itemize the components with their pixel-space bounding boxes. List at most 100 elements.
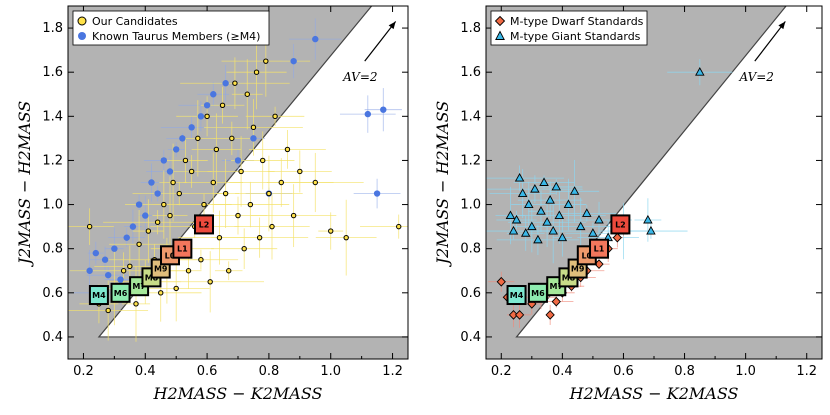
candidate-point (328, 228, 334, 234)
candidate-point (167, 212, 173, 219)
spectral-type-marker (88, 285, 109, 306)
candidate-point (213, 146, 220, 153)
known-member-point (380, 106, 387, 113)
known-member-point (290, 57, 297, 65)
spectral-type-marker (610, 214, 631, 235)
y-tick-label: 0.4 (460, 330, 481, 345)
known-member-point (364, 110, 372, 118)
giant-standard-point (523, 199, 534, 209)
legend-giant-marker (495, 30, 505, 40)
x-tick-label: 1.2 (796, 364, 817, 379)
known-member-point (172, 146, 180, 153)
plot-area: M4M6M7M8M9L0L1L2 (68, 6, 408, 359)
candidate-point (343, 234, 349, 241)
legend-label: M-type Dwarf Standards (510, 15, 644, 28)
reddening-arrowhead (778, 21, 786, 30)
legend-box (490, 10, 648, 46)
selection-boundary (515, 6, 822, 338)
plot-area: M4M6M7M8M9L0L1L2 (486, 6, 822, 359)
known-member-point (142, 212, 149, 219)
candidate-point (161, 201, 167, 208)
candidate-point (127, 263, 133, 270)
y-tick-label: 1.6 (460, 65, 481, 80)
candidate-point (272, 113, 278, 120)
legend: M-type Dwarf Standards M-type Giant Stand… (490, 10, 648, 46)
candidate-point (105, 307, 111, 314)
known-member-point (373, 190, 381, 197)
known-member-point (135, 201, 143, 208)
dwarf-standard-point (514, 310, 525, 320)
av-annotation: AV=2 (739, 70, 774, 84)
giant-standard-point (505, 210, 516, 220)
giant-standard-point (554, 210, 565, 220)
candidate-point (133, 301, 139, 307)
giant-standard-point (563, 199, 574, 209)
dwarf-standard-point (612, 232, 622, 243)
y-tick-label: 1.8 (460, 21, 481, 36)
reddening-vector (364, 21, 397, 62)
candidate-point (207, 279, 213, 285)
known-member-point (188, 124, 195, 131)
x-tick-label: 1.0 (320, 364, 341, 379)
spectral-type-marker (194, 214, 214, 235)
spectral-type-label: L2 (199, 220, 210, 229)
legend-dwarf-marker (494, 15, 506, 27)
legend-label: Known Taurus Members (≥M4) (92, 30, 260, 43)
candidate-point (244, 91, 250, 97)
known-member-point (154, 190, 161, 197)
dwarf-standard-point (496, 276, 506, 287)
spectral-type-label: L1 (177, 245, 188, 254)
candidate-point (232, 80, 238, 86)
giant-standard-point (575, 221, 586, 231)
y-axis-label: J2MASS − H2MASS (433, 101, 452, 268)
known-member-point (148, 179, 155, 186)
spectral-type-marker (172, 238, 193, 259)
candidate-point (284, 146, 291, 153)
candidate-point (278, 179, 284, 186)
dwarf-standard-point (508, 310, 519, 320)
giant-standard-point (533, 234, 543, 244)
x-tick-label: 0.2 (491, 364, 512, 379)
legend-box (72, 10, 270, 46)
candidate-point (136, 241, 142, 247)
known-member-point (111, 245, 118, 252)
known-member-point (117, 276, 124, 283)
y-tick-label: 1.0 (460, 198, 481, 213)
candidate-point (145, 228, 152, 234)
spectral-type-label: M9 (571, 265, 585, 274)
candidate-point (269, 223, 275, 230)
x-tick-label: 0.4 (552, 364, 573, 379)
x-tick-label: 0.8 (674, 364, 695, 379)
x-tick-label: 1.2 (382, 364, 403, 379)
dwarf-standard-point (551, 296, 561, 307)
x-axis-label: H2MASS − K2MASS (569, 384, 739, 403)
giant-standard-point (594, 214, 604, 224)
candidate-point (226, 268, 232, 274)
reddening-vector (754, 21, 786, 62)
y-tick-label: 0.4 (42, 330, 63, 345)
spectral-type-label: M6 (114, 289, 128, 298)
candidate-point (260, 157, 266, 164)
y-tick-label: 0.8 (42, 242, 63, 257)
known-member-point (197, 113, 205, 120)
candidate-point (235, 212, 241, 219)
y-tick-label: 1.4 (460, 109, 481, 124)
spectral-type-label: M9 (154, 265, 168, 274)
giant-standard-point (508, 225, 519, 235)
candidate-point (176, 190, 182, 197)
legend-member-marker (78, 32, 86, 40)
spectral-type-label: L2 (615, 220, 626, 229)
candidate-point (185, 268, 192, 274)
reddening-arrowhead (388, 21, 396, 30)
candidate-point (396, 223, 402, 230)
known-member-point (92, 249, 100, 257)
y-tick-label: 1.2 (42, 153, 63, 168)
giant-standard-point (643, 214, 653, 224)
x-axis-label: H2MASS − K2MASS (153, 384, 323, 403)
spectral-type-label: M6 (531, 289, 545, 298)
giant-standard-point (542, 217, 552, 226)
candidate-point (312, 179, 318, 186)
known-member-point (179, 135, 186, 142)
y-tick-label: 0.8 (460, 242, 481, 257)
